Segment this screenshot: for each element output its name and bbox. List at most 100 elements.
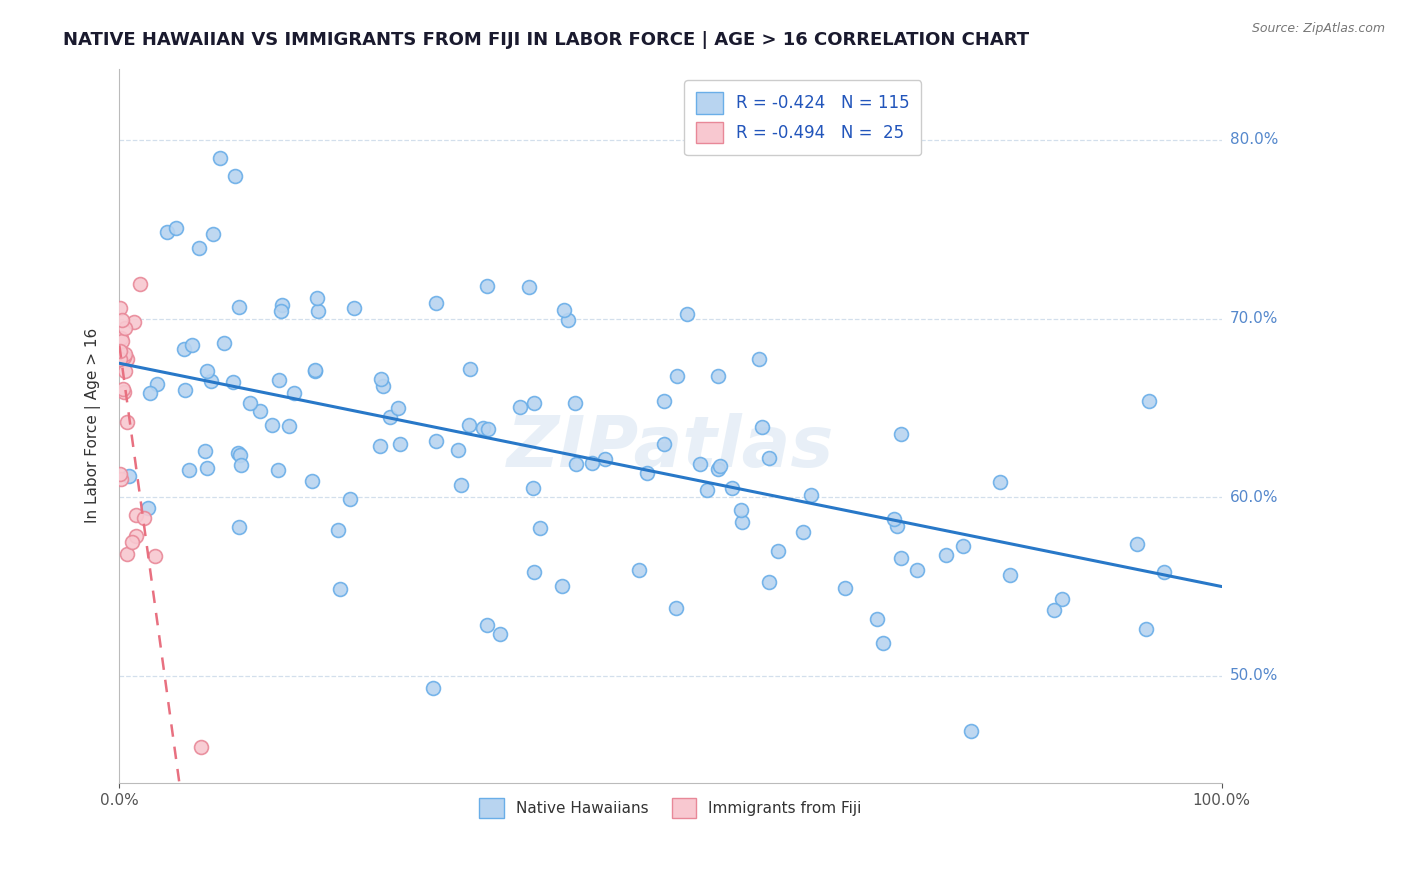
Point [890, 427, 912, 442]
Point [173, 342, 195, 356]
Text: 80.0%: 80.0% [1230, 133, 1278, 147]
Point [751, 420, 773, 434]
Point [960, 724, 983, 739]
Point [125, 529, 148, 543]
Point [270, 304, 292, 318]
Point [1043, 603, 1066, 617]
Point [489, 627, 512, 641]
Point [628, 563, 651, 577]
Point [145, 549, 167, 563]
Point [768, 543, 790, 558]
Point [269, 373, 291, 387]
Text: Source: ZipAtlas.com: Source: ZipAtlas.com [1251, 22, 1385, 36]
Point [799, 488, 821, 502]
Point [221, 375, 243, 389]
Point [115, 416, 138, 430]
Point [195, 364, 218, 378]
Point [709, 458, 731, 473]
Point [477, 422, 499, 436]
Text: 70.0%: 70.0% [1230, 311, 1278, 326]
Point [425, 295, 447, 310]
Point [388, 436, 411, 450]
Point [329, 582, 352, 597]
Point [111, 334, 134, 348]
Point [134, 511, 156, 525]
Point [935, 548, 957, 562]
Point [550, 579, 572, 593]
Y-axis label: In Labor Force | Age > 16: In Labor Force | Age > 16 [86, 328, 101, 524]
Point [239, 396, 262, 410]
Point [114, 347, 136, 361]
Point [581, 456, 603, 470]
Point [110, 301, 132, 316]
Point [721, 481, 744, 495]
Point [307, 304, 329, 318]
Point [523, 395, 546, 409]
Point [304, 364, 326, 378]
Point [1135, 623, 1157, 637]
Point [652, 393, 675, 408]
Point [458, 361, 481, 376]
Point [707, 462, 730, 476]
Point [190, 740, 212, 755]
Point [110, 331, 132, 345]
Point [124, 315, 146, 329]
Point [1139, 394, 1161, 409]
Point [228, 446, 250, 460]
Point [174, 383, 197, 397]
Point [228, 519, 250, 533]
Point [304, 363, 326, 377]
Point [988, 475, 1011, 489]
Point [156, 225, 179, 239]
Point [564, 457, 586, 471]
Point [200, 374, 222, 388]
Point [422, 681, 444, 695]
Point [195, 461, 218, 475]
Point [305, 292, 328, 306]
Point [553, 303, 575, 318]
Point [380, 410, 402, 425]
Point [125, 508, 148, 522]
Point [114, 364, 136, 378]
Point [343, 301, 366, 316]
Point [283, 385, 305, 400]
Point [224, 169, 246, 183]
Point [865, 612, 887, 626]
Point [952, 539, 974, 553]
Point [748, 352, 770, 367]
Point [165, 220, 187, 235]
Point [267, 463, 290, 477]
Point [998, 568, 1021, 582]
Point [112, 382, 135, 396]
Point [654, 437, 676, 451]
Text: 50.0%: 50.0% [1230, 668, 1278, 683]
Point [339, 491, 361, 506]
Point [730, 516, 752, 530]
Point [477, 279, 499, 293]
Point [231, 458, 253, 472]
Point [707, 368, 730, 383]
Point [446, 442, 468, 457]
Point [792, 525, 814, 540]
Point [905, 563, 928, 577]
Point [110, 352, 132, 367]
Point [425, 434, 447, 449]
Point [138, 500, 160, 515]
Point [179, 463, 201, 477]
Point [666, 368, 689, 383]
Point [326, 523, 349, 537]
Text: NATIVE HAWAIIAN VS IMMIGRANTS FROM FIJI IN LABOR FORCE | AGE > 16 CORRELATION CH: NATIVE HAWAIIAN VS IMMIGRANTS FROM FIJI … [63, 31, 1029, 49]
Text: ZIPatlas: ZIPatlas [506, 413, 834, 482]
Point [229, 448, 252, 462]
Point [228, 300, 250, 314]
Point [128, 277, 150, 291]
Point [758, 450, 780, 465]
Point [517, 280, 540, 294]
Point [249, 404, 271, 418]
Point [523, 566, 546, 580]
Point [1153, 566, 1175, 580]
Point [475, 618, 498, 632]
Point [370, 439, 392, 453]
Point [301, 474, 323, 488]
Point [665, 600, 688, 615]
